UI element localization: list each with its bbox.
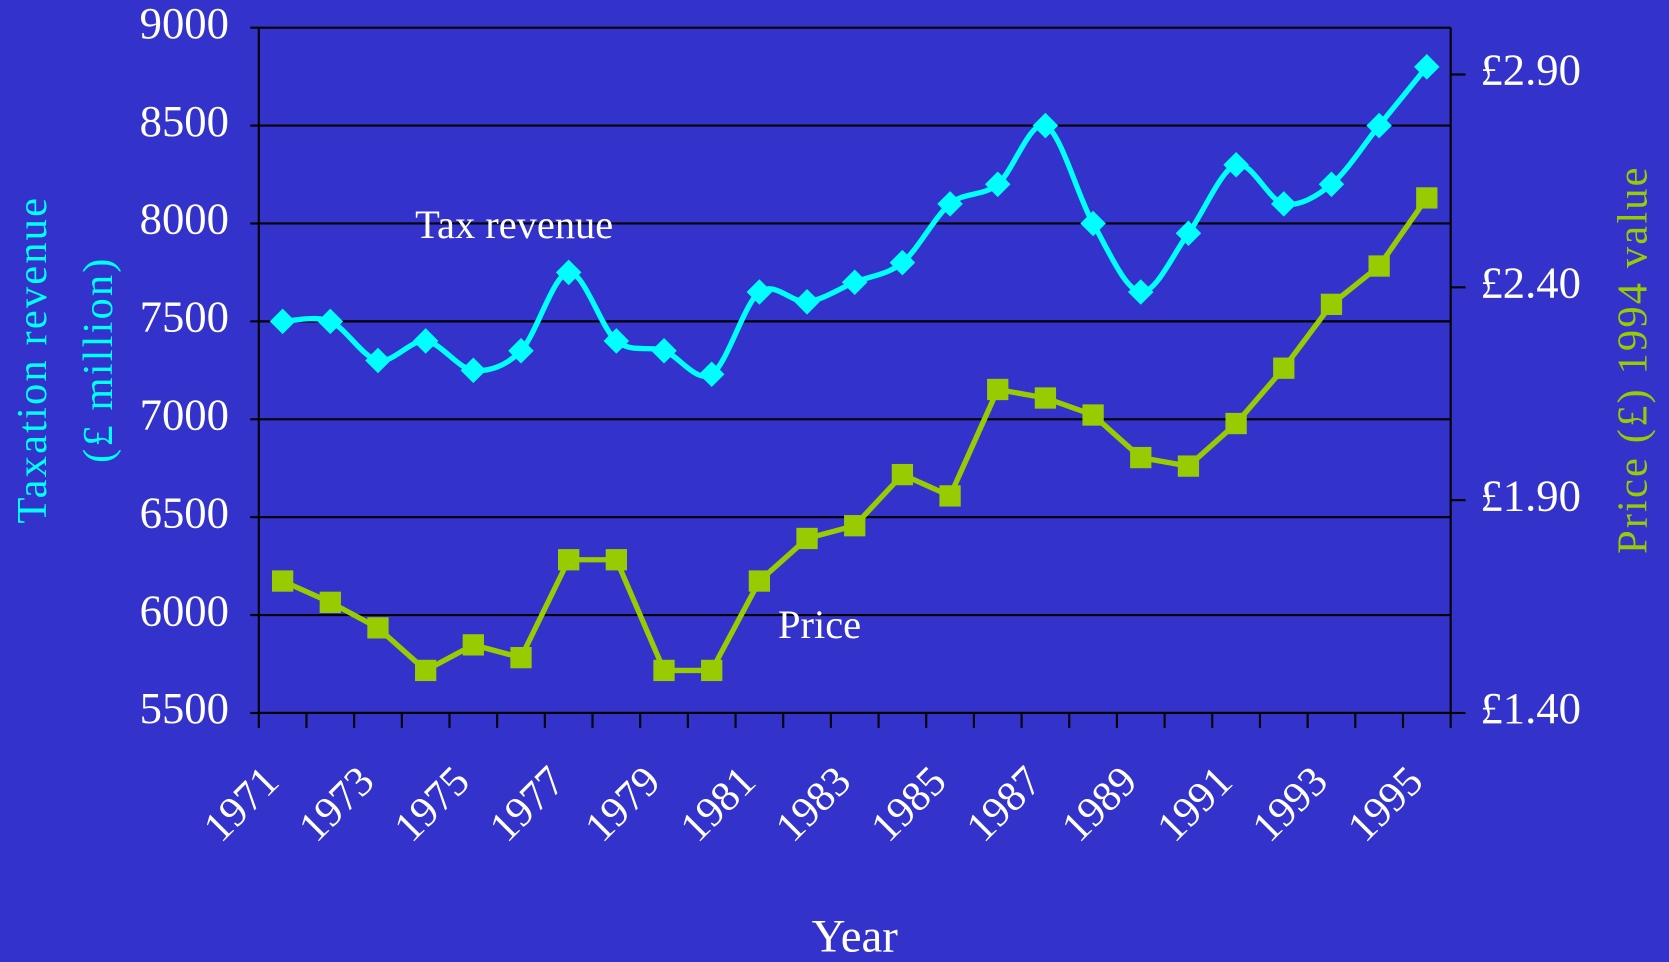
y-axis-title: (£ million) xyxy=(75,256,122,463)
marker xyxy=(1130,446,1152,469)
marker xyxy=(1225,412,1247,435)
marker xyxy=(1034,387,1057,409)
marker xyxy=(939,485,961,507)
marker xyxy=(367,617,389,639)
marker xyxy=(508,337,534,364)
y-tick-label: 6000 xyxy=(140,585,229,635)
marker xyxy=(462,634,484,656)
marker xyxy=(605,549,627,571)
y2-tick-label: £2.90 xyxy=(1480,45,1581,95)
marker xyxy=(984,171,1011,198)
marker xyxy=(1368,255,1390,277)
marker xyxy=(889,249,916,276)
marker xyxy=(701,659,723,682)
marker xyxy=(319,591,341,613)
marker xyxy=(891,463,914,486)
marker xyxy=(651,337,677,364)
marker xyxy=(844,515,866,537)
marker xyxy=(317,308,344,335)
y2-tick-label: £2.40 xyxy=(1480,258,1581,308)
marker xyxy=(794,289,820,315)
y-tick-label: 6500 xyxy=(140,487,229,537)
marker xyxy=(653,659,675,682)
y-tick-label: 7000 xyxy=(140,390,229,440)
y-tick-label: 5500 xyxy=(140,683,229,733)
y-axis-title: Taxation revenue xyxy=(9,196,56,524)
y2-axis-title: Price (£) 1994 value xyxy=(1610,165,1657,554)
marker xyxy=(1366,112,1392,139)
y-tick-label: 9000 xyxy=(140,0,229,48)
annotation: Tax revenue xyxy=(415,202,613,247)
marker xyxy=(1032,112,1059,139)
marker xyxy=(748,570,771,592)
x-axis-title: Year xyxy=(812,910,899,962)
marker xyxy=(1416,187,1438,209)
marker xyxy=(415,659,437,682)
y2-tick-label: £1.90 xyxy=(1480,470,1581,520)
marker xyxy=(1080,210,1106,237)
marker xyxy=(1414,54,1440,80)
marker xyxy=(1082,404,1104,426)
marker xyxy=(1273,357,1295,379)
marker xyxy=(1320,293,1343,315)
marker xyxy=(796,527,818,550)
y-tick-label: 8000 xyxy=(140,194,229,244)
y-tick-label: 8500 xyxy=(140,96,229,146)
marker xyxy=(271,570,294,592)
marker xyxy=(269,308,296,335)
marker xyxy=(987,378,1009,401)
marker xyxy=(510,647,532,669)
y-tick-label: 7500 xyxy=(140,292,229,342)
annotation: Price xyxy=(778,602,861,647)
marker xyxy=(558,549,580,571)
marker xyxy=(365,347,391,374)
marker xyxy=(1177,455,1200,477)
y2-tick-label: £1.40 xyxy=(1480,683,1581,733)
